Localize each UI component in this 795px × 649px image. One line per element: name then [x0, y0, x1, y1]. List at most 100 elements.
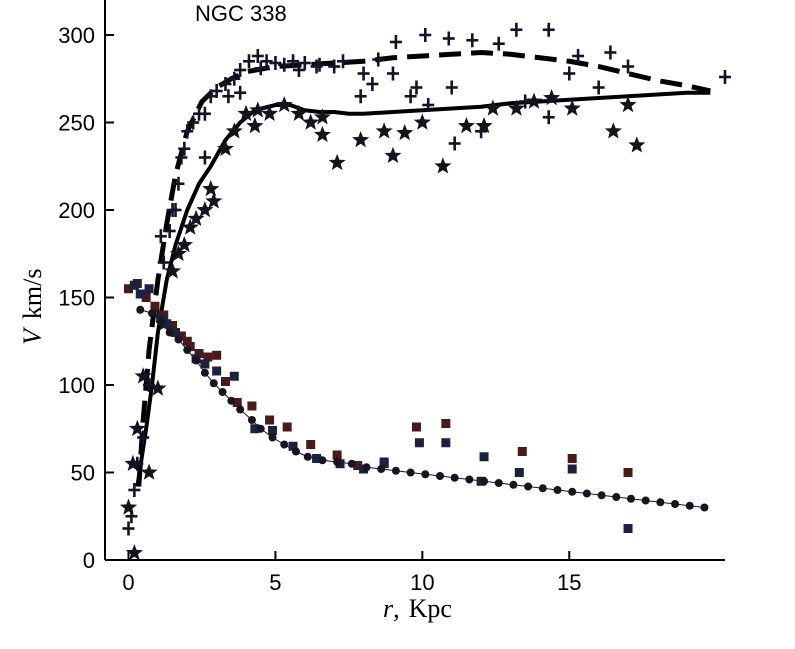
- square-point: [232, 398, 242, 407]
- x-axis-separator: ,: [393, 594, 400, 623]
- cross-point: [163, 224, 176, 238]
- cross-point: [572, 49, 585, 63]
- square-point: [623, 468, 633, 477]
- dot-point: [136, 305, 145, 314]
- square-point: [247, 401, 257, 411]
- cross-point: [448, 136, 461, 151]
- cross-point: [510, 22, 523, 37]
- cross-point: [269, 56, 282, 70]
- dot-point: [391, 466, 400, 475]
- star-point: [128, 419, 146, 436]
- cross-point: [169, 203, 182, 217]
- x-tick-label: 10: [410, 570, 434, 595]
- star-point: [352, 131, 370, 148]
- model-dashed-curve: [136, 50, 711, 487]
- cross-point: [372, 52, 385, 67]
- dot-point: [165, 328, 174, 337]
- chart-title: NGC 338: [195, 1, 287, 26]
- x-axis-label: r, Kpc: [383, 594, 452, 623]
- dot-point: [148, 309, 157, 318]
- square-point: [212, 366, 222, 376]
- cross-point: [328, 59, 341, 74]
- dot-point: [597, 491, 606, 500]
- y-tick-label: 200: [58, 198, 95, 223]
- cross-point: [389, 35, 402, 49]
- cross-point: [181, 124, 194, 139]
- cross-point: [604, 45, 617, 60]
- cross-point: [128, 483, 141, 497]
- cross-point: [198, 150, 211, 165]
- cross-point: [172, 176, 185, 191]
- dot-point: [465, 475, 474, 484]
- cross-point: [492, 36, 505, 51]
- cross-point: [466, 33, 479, 48]
- dot-point: [318, 456, 327, 465]
- y-tick-label: 100: [58, 373, 95, 398]
- star-point: [396, 124, 414, 141]
- star-point: [604, 122, 622, 139]
- ticks-group: 0 50 100 150 200 250 300 0 5 10 15: [58, 23, 581, 595]
- square-point: [441, 419, 451, 428]
- cross-point: [592, 80, 605, 95]
- star-point: [134, 367, 152, 384]
- cross-point: [178, 141, 191, 156]
- cross-point: [442, 31, 455, 46]
- dot-point: [156, 318, 165, 326]
- dot-point: [509, 480, 518, 489]
- cross-point: [234, 63, 247, 77]
- square-point: [162, 319, 172, 329]
- star-point: [313, 108, 331, 125]
- y-tick-label: 0: [83, 548, 95, 573]
- square-point: [229, 371, 239, 381]
- cross-point: [251, 49, 264, 63]
- dot-point: [421, 470, 430, 479]
- cross-point: [719, 70, 731, 84]
- cross-point: [157, 255, 170, 270]
- dot-point: [671, 500, 680, 508]
- square-point: [567, 464, 577, 474]
- star-point: [290, 104, 308, 121]
- cross-point: [287, 54, 300, 69]
- star-point: [181, 218, 199, 235]
- square-point: [267, 426, 277, 435]
- square-point: [194, 349, 204, 358]
- cross-point: [419, 28, 432, 42]
- dot-point: [333, 458, 342, 466]
- dot-point: [256, 424, 265, 433]
- square-point: [135, 289, 145, 299]
- dot-point: [435, 472, 444, 480]
- star-point: [225, 122, 243, 139]
- star-point: [375, 122, 393, 139]
- square-point: [124, 284, 134, 294]
- dot-point: [641, 496, 650, 505]
- star-point: [205, 192, 223, 209]
- cross-point: [154, 229, 167, 244]
- square-point: [306, 440, 316, 449]
- star-point: [119, 498, 138, 515]
- cross-point: [278, 57, 291, 72]
- square-point: [514, 468, 524, 477]
- star-point: [543, 89, 561, 106]
- square-point: [144, 284, 154, 294]
- cross-point: [337, 54, 350, 69]
- star-point: [237, 104, 255, 121]
- cross-point: [137, 430, 150, 445]
- star-point: [169, 244, 187, 261]
- star-point: [384, 146, 402, 163]
- cross-point: [242, 54, 255, 69]
- square-point: [414, 438, 424, 448]
- star-point: [196, 201, 214, 218]
- square-point: [200, 359, 210, 369]
- star-point: [261, 104, 279, 121]
- cross-point: [354, 89, 367, 104]
- points-group: [119, 22, 731, 561]
- dot-point: [362, 463, 371, 472]
- dot-point: [174, 335, 183, 344]
- star-point: [413, 113, 431, 130]
- dot-point: [626, 494, 635, 503]
- y-axis-unit: km/s: [18, 269, 47, 320]
- dot-point: [227, 396, 236, 405]
- star-point: [175, 236, 193, 253]
- dot-point: [582, 489, 591, 498]
- square-point: [265, 415, 275, 425]
